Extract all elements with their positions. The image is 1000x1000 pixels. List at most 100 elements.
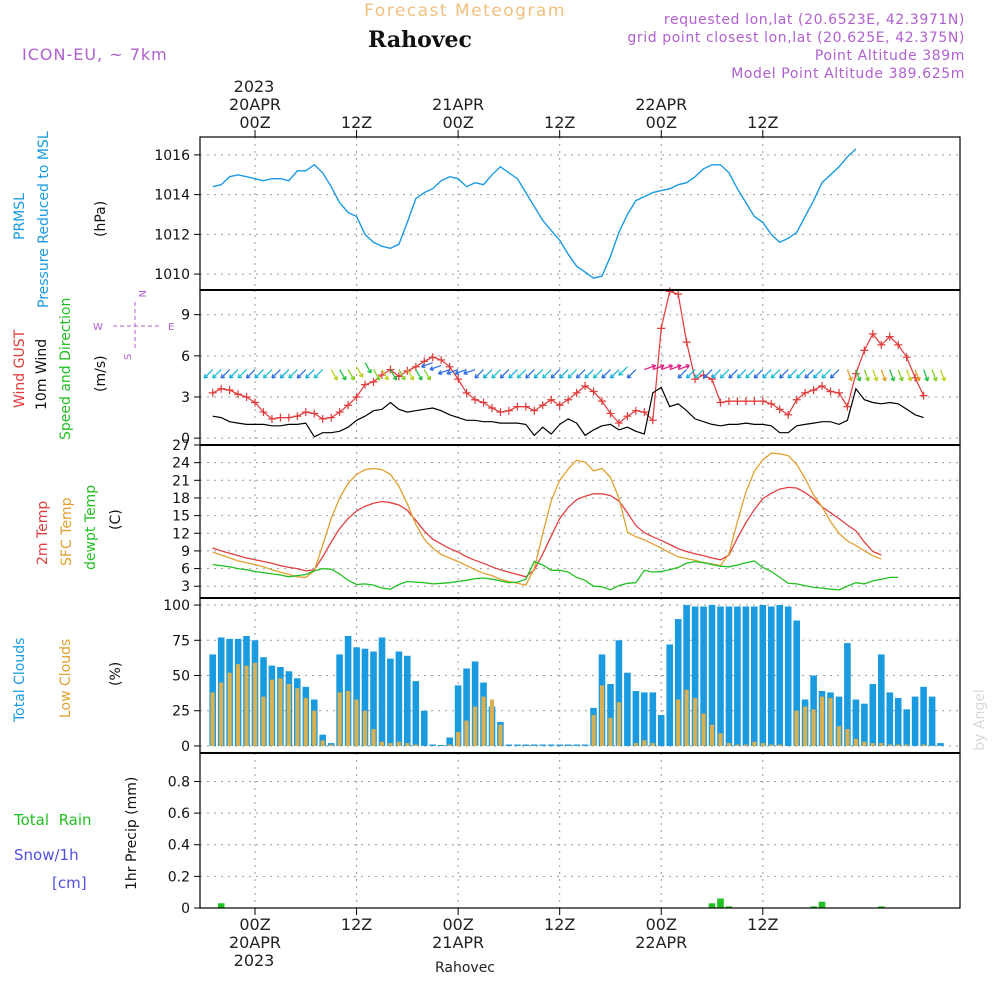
wind-arrow-head bbox=[711, 374, 717, 379]
ytick-label-temperature-1: 6 bbox=[181, 562, 190, 578]
total-cloud-bar bbox=[742, 606, 750, 746]
total-cloud-bar bbox=[691, 606, 699, 746]
wind-arrow-head bbox=[592, 374, 598, 379]
low-cloud-bar bbox=[354, 699, 359, 746]
wind-arrow-head bbox=[212, 374, 217, 379]
wind-arrow bbox=[463, 368, 476, 375]
precip-label-1: Total Rain bbox=[13, 811, 92, 829]
rain-bar bbox=[878, 906, 885, 908]
low-cloud-bar bbox=[303, 698, 308, 746]
low-cloud-bar bbox=[379, 741, 384, 746]
gust-marker bbox=[301, 408, 310, 417]
wind-arrow bbox=[429, 364, 442, 371]
gust-marker bbox=[623, 412, 632, 421]
footer-location: Rahovec bbox=[435, 960, 495, 976]
wind-arrow-head bbox=[220, 374, 226, 379]
ytick-label-precip-1: 0.2 bbox=[168, 869, 190, 885]
grid-point-coords: grid point closest lon,lat (20.625E, 42.… bbox=[627, 30, 965, 46]
wind-arrow bbox=[246, 369, 256, 379]
ytick-label-temperature-2: 9 bbox=[181, 544, 190, 560]
low-cloud-bar bbox=[726, 743, 731, 746]
bottom-tick-label-2: 00Z bbox=[442, 915, 473, 934]
gust-marker bbox=[834, 388, 843, 397]
cloud-label-1: Total Clouds bbox=[12, 638, 28, 723]
wind-arrow bbox=[745, 369, 755, 379]
total-cloud-bar bbox=[657, 715, 665, 746]
gust-marker bbox=[784, 410, 793, 419]
model-altitude: Model Point Altitude 389.625m bbox=[731, 66, 965, 82]
total-cloud-bar bbox=[708, 605, 716, 746]
low-cloud-bar bbox=[456, 731, 461, 746]
wind-arrow bbox=[770, 369, 781, 379]
total-cloud-bar bbox=[387, 658, 394, 746]
temp-2m-line bbox=[212, 486, 882, 578]
wind-arrow-head bbox=[651, 364, 657, 369]
rain-bar bbox=[708, 903, 716, 908]
total-cloud-bar bbox=[852, 699, 860, 746]
gust-marker bbox=[843, 402, 852, 411]
low-cloud-bar bbox=[853, 738, 858, 746]
low-cloud-bar bbox=[904, 744, 909, 746]
total-cloud-bar bbox=[734, 606, 741, 746]
wind-arrow-head bbox=[254, 374, 260, 379]
gust-marker bbox=[217, 384, 226, 393]
low-cloud-bar bbox=[735, 744, 740, 746]
pressure-unit: (hPa) bbox=[93, 201, 109, 237]
wind-arrow bbox=[593, 369, 603, 379]
gust-marker bbox=[665, 287, 674, 296]
gust-marker bbox=[555, 401, 564, 410]
gust-marker bbox=[284, 413, 293, 422]
ytick-label-wind-2: 6 bbox=[181, 349, 190, 365]
ytick-label-temperature-5: 18 bbox=[172, 491, 190, 507]
low-cloud-bar bbox=[710, 724, 715, 746]
gust-marker bbox=[462, 388, 471, 397]
gust-marker bbox=[327, 413, 336, 422]
wind-arrow-head bbox=[228, 374, 234, 379]
low-cloud-bar bbox=[769, 744, 774, 746]
ytick-label-temperature-4: 15 bbox=[172, 509, 190, 525]
app-title: Forecast Meteogram bbox=[364, 1, 566, 21]
wind-arrow-head bbox=[533, 374, 539, 379]
wind-arrow bbox=[753, 369, 764, 379]
wind-arrow-head bbox=[677, 374, 683, 379]
wind-arrow-head bbox=[694, 374, 700, 379]
low-cloud-bar bbox=[616, 702, 621, 746]
wind-arrow bbox=[897, 369, 903, 382]
wind-arrow bbox=[728, 369, 738, 379]
cloud-labels: Total Clouds Low Clouds (%) bbox=[12, 638, 124, 723]
precip-label-2: Snow/1h bbox=[14, 846, 79, 864]
gust-marker bbox=[572, 388, 581, 397]
gust-marker bbox=[513, 402, 522, 411]
total-cloud-bar bbox=[463, 668, 470, 746]
wind-arrow bbox=[821, 369, 831, 379]
wind-arrow-head bbox=[829, 374, 835, 379]
compass-e: E bbox=[168, 322, 174, 333]
compass-s: S bbox=[123, 354, 134, 360]
wind-arrow bbox=[423, 369, 431, 381]
gust-marker bbox=[267, 414, 276, 423]
wind-arrow-head bbox=[915, 376, 921, 382]
gust-marker bbox=[741, 397, 750, 406]
wind-arrow bbox=[262, 369, 273, 379]
wind-arrow bbox=[533, 369, 544, 379]
wind-arrow-head bbox=[313, 374, 319, 379]
wind-arrow bbox=[914, 369, 920, 382]
wind-arrow bbox=[491, 369, 501, 379]
total-cloud-bar bbox=[564, 744, 572, 746]
wind-arrow-head bbox=[271, 374, 276, 379]
total-cloud-bar bbox=[666, 644, 673, 746]
wind-arrow bbox=[644, 364, 656, 371]
low-cloud-bar bbox=[794, 710, 799, 746]
gust-marker bbox=[877, 340, 886, 349]
total-cloud-bar bbox=[768, 606, 775, 746]
wind-arrow bbox=[203, 369, 214, 379]
top-tick-label-2: 00Z bbox=[442, 113, 473, 132]
top-tick-label-4: 00Z bbox=[646, 113, 677, 132]
top-date-label-0: 20APR bbox=[229, 95, 281, 114]
cloud-unit: (%) bbox=[108, 662, 124, 686]
wind-arrow bbox=[567, 369, 578, 379]
bottom-tick-label-3: 12Z bbox=[544, 915, 575, 934]
wind-arrow-head bbox=[454, 370, 460, 376]
gust-marker bbox=[648, 416, 657, 425]
low-cloud-bar bbox=[811, 709, 816, 746]
